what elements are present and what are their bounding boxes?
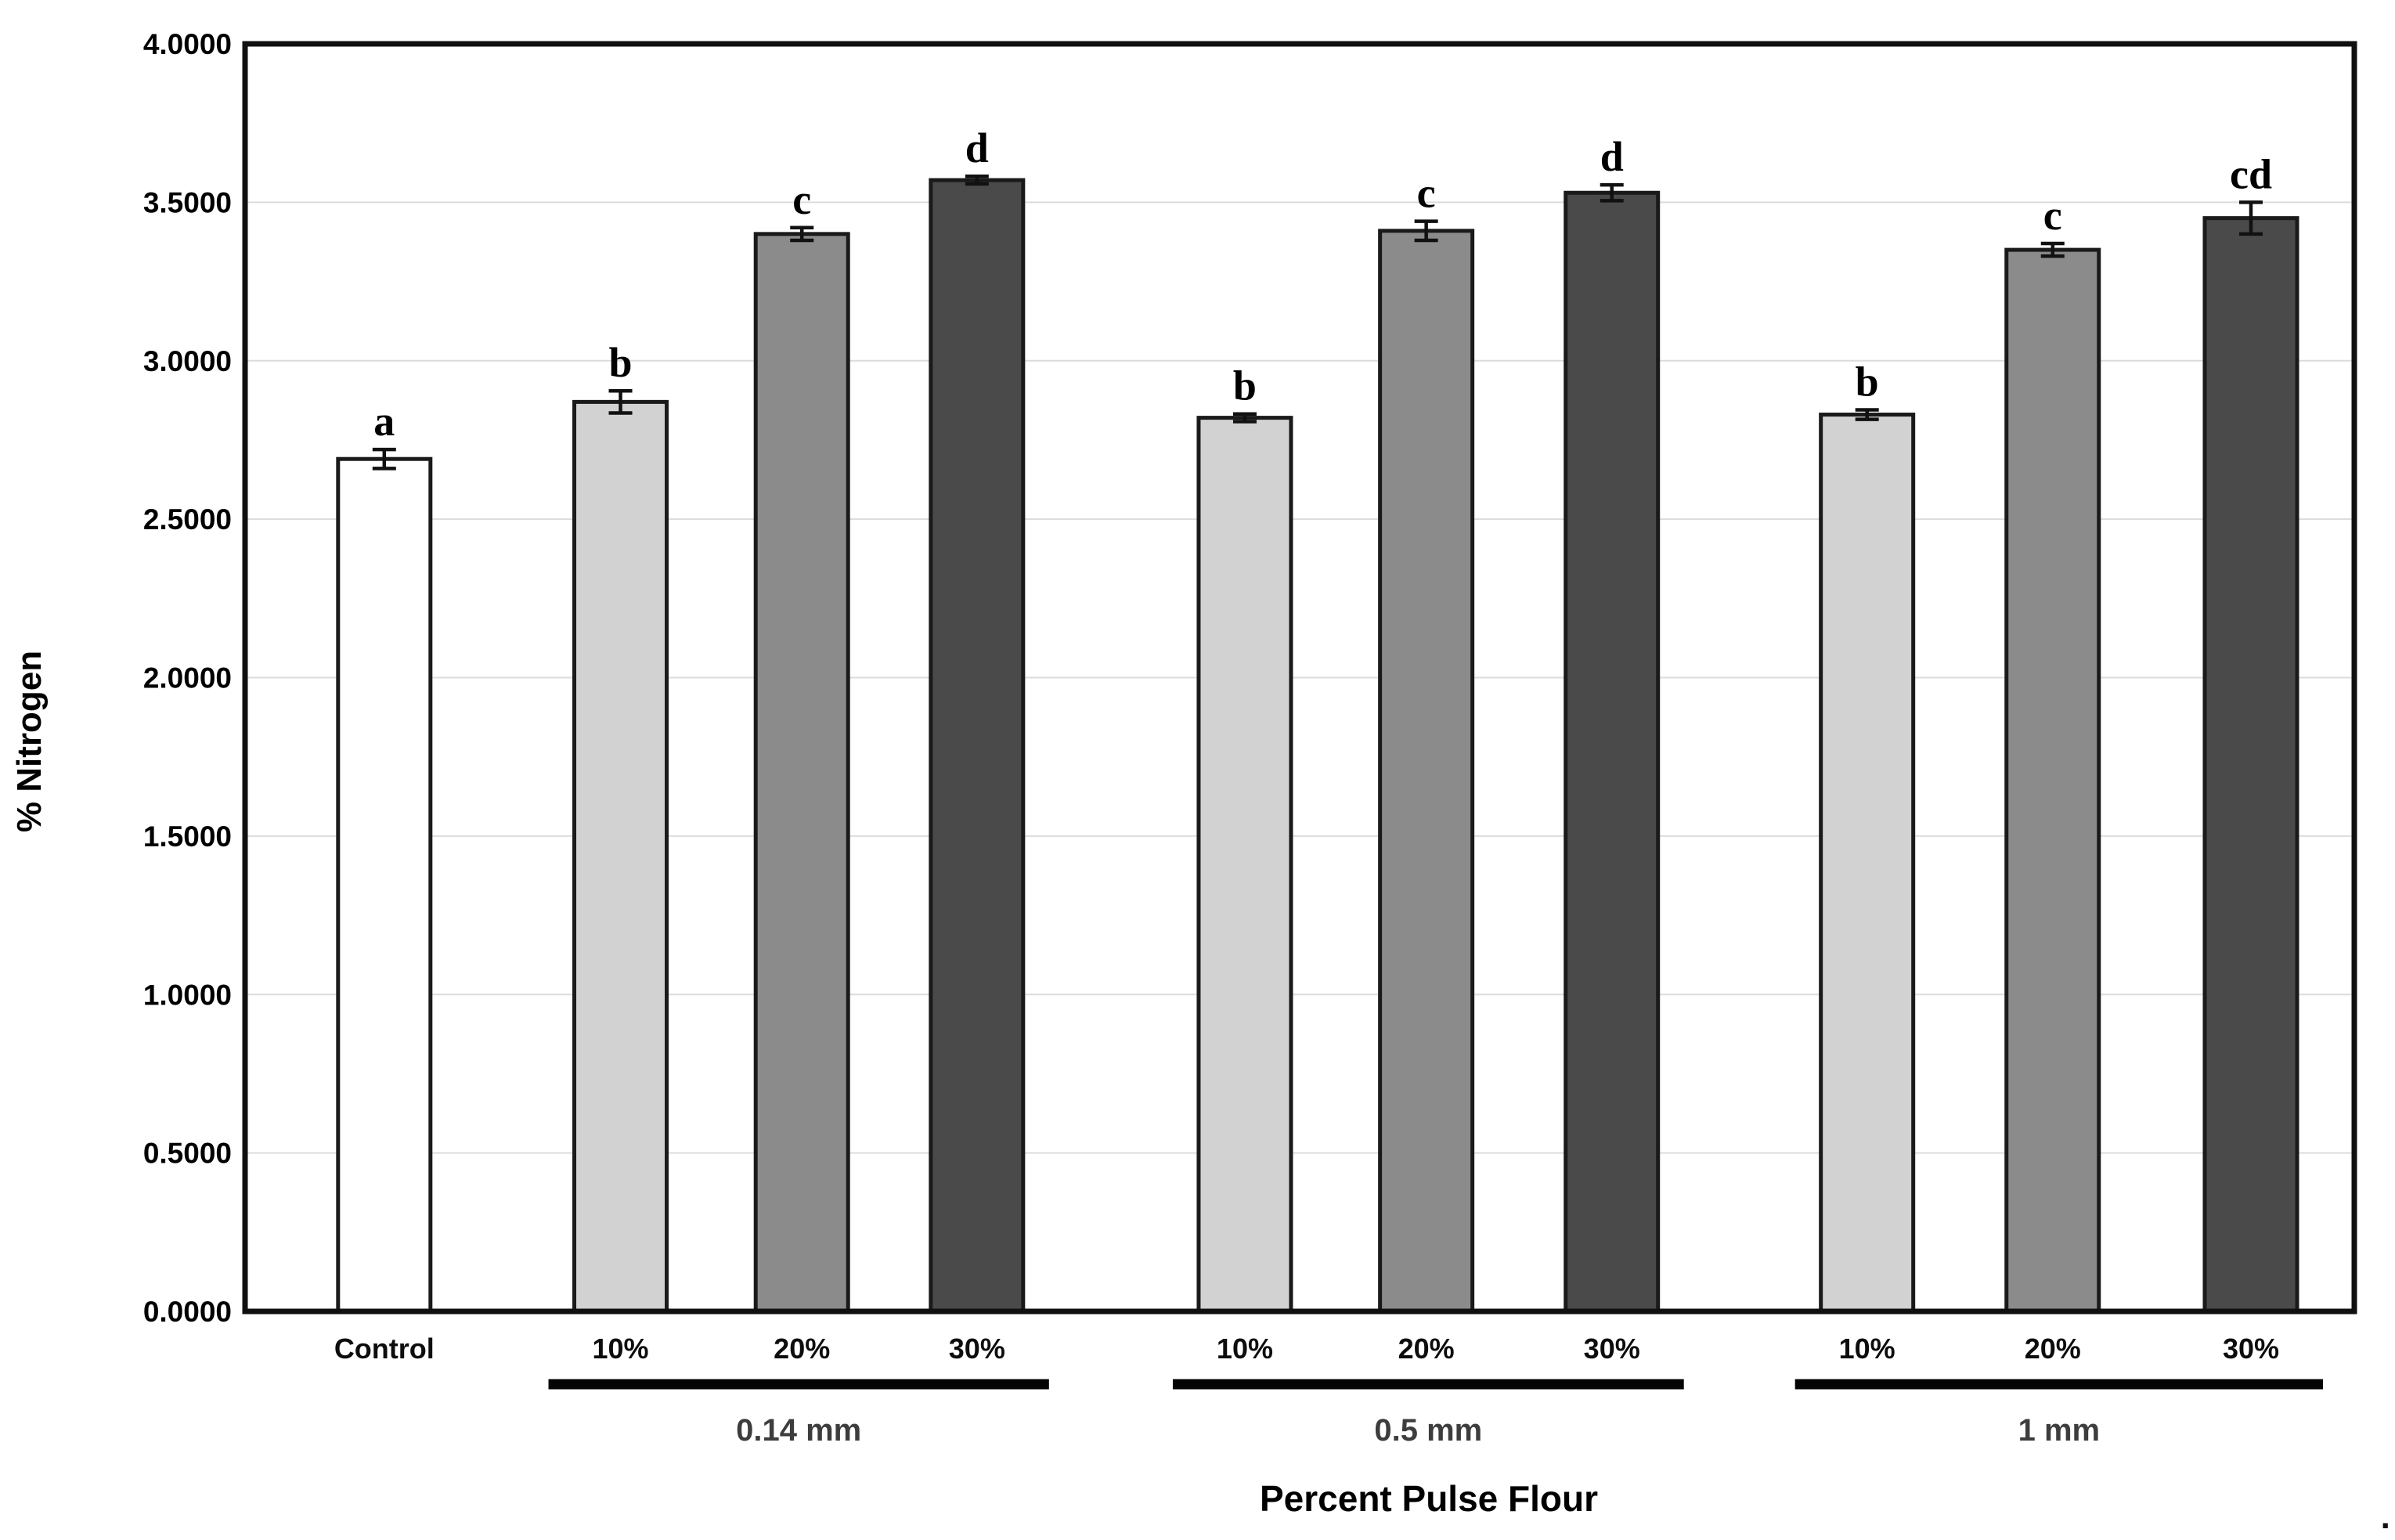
labels-layer: 0.0000 0.5000 1.0000 1.5000 2.0000 2.5000 3.00… bbox=[143, 28, 2323, 1448]
caption-period: . bbox=[2380, 1498, 2390, 1537]
x-tick-label: Control bbox=[334, 1333, 435, 1365]
significance-letter: a bbox=[373, 398, 395, 445]
bars-layer bbox=[336, 174, 2299, 1314]
y-tick-label: 4.0000 bbox=[143, 28, 232, 60]
bar-1mm-10pct bbox=[1819, 413, 1916, 1314]
significance-letter: b bbox=[1233, 362, 1257, 409]
bar-0.14mm-10pct bbox=[572, 399, 669, 1314]
y-tick-label: 0.5000 bbox=[143, 1138, 232, 1170]
x-tick-label: 30% bbox=[2223, 1333, 2279, 1365]
x-axis-title: Percent Pulse Flour bbox=[1260, 1478, 1598, 1519]
group-size-label: 0.5 mm bbox=[1374, 1413, 1482, 1448]
significance-letter: b bbox=[1856, 358, 1879, 405]
x-tick-label: 10% bbox=[593, 1333, 649, 1365]
x-tick-label: 30% bbox=[949, 1333, 1005, 1365]
significance-letter: d bbox=[965, 124, 989, 171]
bar-0.5mm-10pct bbox=[1196, 416, 1293, 1314]
bar-1mm-20pct bbox=[2004, 247, 2101, 1314]
x-tick-label: 20% bbox=[1398, 1333, 1455, 1365]
significance-letter: c bbox=[792, 176, 811, 223]
x-tick-label: 30% bbox=[1584, 1333, 1640, 1365]
y-tick-label: 2.5000 bbox=[143, 503, 232, 536]
bar-0.5mm-20pct bbox=[1378, 229, 1475, 1314]
x-tick-label: 10% bbox=[1839, 1333, 1895, 1365]
group-size-label: 1 mm bbox=[2018, 1413, 2101, 1448]
x-tick-label: 20% bbox=[2025, 1333, 2081, 1365]
significance-letter: c bbox=[2043, 192, 2062, 239]
y-tick-label: 0.0000 bbox=[143, 1296, 232, 1328]
x-tick-label: 10% bbox=[1217, 1333, 1273, 1365]
significance-letter: c bbox=[1417, 170, 1436, 217]
y-axis-title: % Nitrogen bbox=[10, 651, 49, 832]
bar-0.5mm-30pct bbox=[1564, 190, 1661, 1314]
y-tick-label: 3.0000 bbox=[143, 345, 232, 377]
bar-0.14mm-20pct bbox=[753, 232, 850, 1314]
significance-letter: b bbox=[609, 339, 633, 386]
y-tick-label: 2.0000 bbox=[143, 662, 232, 694]
bar-1mm-30pct bbox=[2202, 216, 2299, 1314]
significance-letter: cd bbox=[2230, 150, 2272, 197]
y-tick-label: 1.0000 bbox=[143, 979, 232, 1011]
x-tick-label: 20% bbox=[774, 1333, 830, 1365]
plot-frame bbox=[242, 41, 2357, 1315]
y-tick-label: 3.5000 bbox=[143, 186, 232, 218]
bar-Control-Control bbox=[336, 456, 433, 1314]
significance-letter: d bbox=[1600, 133, 1624, 180]
group-size-label: 0.14 mm bbox=[736, 1413, 861, 1448]
bar-0.14mm-30pct bbox=[929, 178, 1026, 1314]
y-tick-label: 1.5000 bbox=[143, 820, 232, 853]
